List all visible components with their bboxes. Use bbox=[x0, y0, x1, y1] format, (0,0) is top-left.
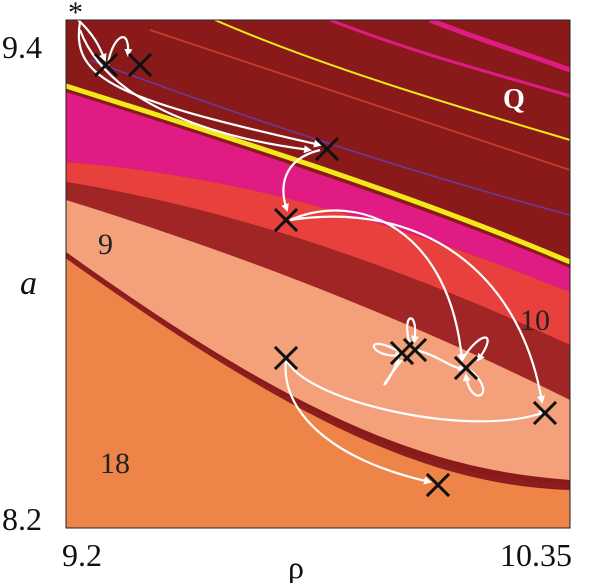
x-marker bbox=[273, 345, 299, 371]
band-red bbox=[66, 162, 570, 345]
x-marker bbox=[402, 337, 428, 363]
trajectory-arrow bbox=[284, 357, 547, 423]
y-axis-label: a bbox=[20, 265, 37, 302]
band-magenta bbox=[66, 92, 570, 292]
trajectory-arrow bbox=[414, 348, 465, 372]
trajectory-arrow bbox=[106, 36, 133, 67]
trajectory-arrow bbox=[461, 336, 489, 362]
trajectory-arrow bbox=[289, 215, 545, 404]
boundary-line bbox=[66, 254, 570, 488]
trajectory-arrow bbox=[372, 342, 404, 360]
streak-line bbox=[149, 29, 570, 171]
plot-area: Q 9 10 18 bbox=[66, 20, 570, 528]
x-markers bbox=[93, 52, 558, 498]
trajectory-arrow bbox=[78, 29, 312, 154]
streak-line bbox=[429, 20, 570, 73]
x-marker bbox=[532, 400, 558, 426]
trajectory-arrow bbox=[281, 148, 321, 212]
region-label-10: 10 bbox=[520, 304, 550, 337]
x-marker bbox=[314, 136, 340, 162]
region-label-9: 9 bbox=[98, 228, 113, 261]
trajectory-arrow bbox=[383, 356, 403, 386]
x-marker bbox=[93, 52, 119, 78]
region-18-area bbox=[66, 258, 570, 528]
streak-line bbox=[329, 20, 570, 98]
x-axis-max-label: 10.35 bbox=[500, 537, 572, 573]
x-axis-label: ρ bbox=[288, 549, 304, 583]
x-marker bbox=[273, 207, 299, 233]
y-axis-min-label: 8.2 bbox=[2, 501, 42, 537]
region-label-q: Q bbox=[503, 84, 525, 115]
start-marker: * bbox=[68, 0, 83, 29]
streak-line bbox=[89, 59, 570, 216]
band-dark-red bbox=[66, 182, 570, 400]
band-yellow bbox=[66, 83, 570, 265]
region-9-area bbox=[66, 200, 570, 480]
trajectory-arrow bbox=[284, 359, 432, 485]
trajectory-arrow bbox=[289, 209, 466, 362]
x-marker bbox=[127, 52, 153, 78]
streak-line bbox=[214, 20, 570, 141]
x-marker bbox=[389, 340, 415, 366]
trajectory-arrows bbox=[76, 20, 547, 485]
x-axis-min-label: 9.2 bbox=[62, 537, 102, 573]
y-axis-max-label: 9.4 bbox=[2, 29, 42, 65]
trajectory-arrow bbox=[77, 21, 322, 148]
x-marker bbox=[453, 355, 479, 381]
region-label-18: 18 bbox=[100, 447, 130, 480]
trajectory-arrow bbox=[406, 317, 420, 346]
plot-frame bbox=[65, 19, 571, 529]
x-marker bbox=[425, 472, 451, 498]
